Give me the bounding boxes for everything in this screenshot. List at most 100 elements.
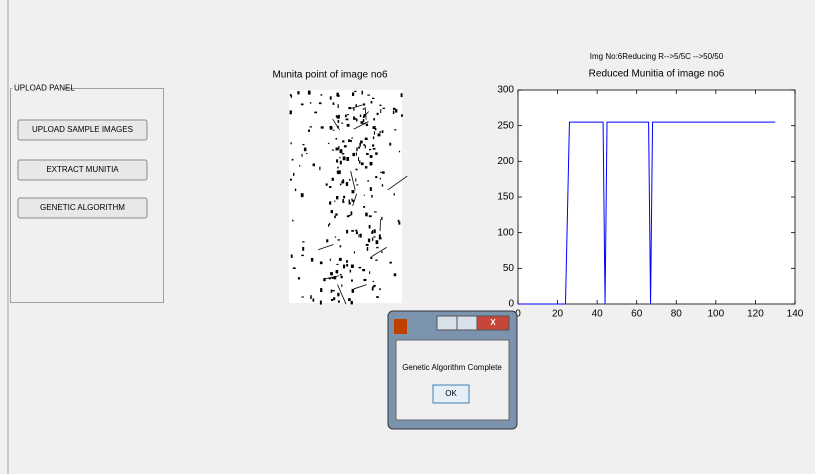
image-dot <box>354 251 355 253</box>
image-dot <box>363 103 365 105</box>
image-dot <box>330 126 333 129</box>
image-dot <box>363 120 364 122</box>
image-dot <box>333 130 335 131</box>
image-dot <box>330 259 331 261</box>
image-dot <box>358 157 359 161</box>
image-dot <box>332 277 335 278</box>
image-dot <box>308 130 310 132</box>
image-dot <box>373 127 375 128</box>
image-dot <box>359 160 360 163</box>
image-dot <box>338 120 340 123</box>
image-dot <box>329 201 331 204</box>
y-tick-label: 150 <box>497 192 514 203</box>
image-dot <box>321 94 323 95</box>
image-dot <box>313 299 315 302</box>
image-dot <box>352 153 355 156</box>
page: {"upload_panel": {"title": "UPLOAD PANEL… <box>0 0 815 474</box>
image-dot <box>364 279 367 281</box>
image-dot <box>313 164 315 167</box>
image-dot <box>348 139 350 141</box>
y-tick-label: 0 <box>508 299 514 310</box>
image-dot <box>334 201 335 202</box>
image-dot <box>369 271 370 274</box>
image-dot <box>380 105 382 106</box>
image-dot <box>343 156 346 160</box>
image-dot <box>358 147 360 149</box>
image-dot <box>326 183 328 185</box>
image-dot <box>308 91 311 95</box>
image-dot <box>389 143 391 146</box>
x-tick-label: 40 <box>592 309 604 320</box>
dialog: X Genetic Algorithm Complete OK <box>388 311 517 429</box>
image-dot <box>372 287 374 290</box>
x-tick-label: 60 <box>631 309 643 320</box>
image-dot <box>346 182 348 186</box>
image-dot <box>376 240 379 244</box>
image-dot <box>310 102 311 103</box>
image-title: Munita point of image no6 <box>272 70 388 81</box>
image-dot <box>336 115 337 117</box>
image-dot <box>334 216 336 219</box>
image-dot <box>320 288 322 292</box>
image-dot <box>382 130 384 133</box>
image-dot <box>336 196 338 199</box>
image-dot <box>301 104 304 106</box>
image-dot <box>351 265 354 268</box>
image-dot <box>329 186 331 188</box>
minimize-button[interactable] <box>437 316 457 330</box>
image-dot <box>393 111 394 114</box>
image-dot <box>376 296 379 298</box>
image-dot <box>375 260 377 261</box>
image-dot <box>306 153 307 154</box>
image-dot <box>356 153 357 156</box>
image-dot <box>367 95 370 96</box>
image-dot <box>370 187 372 191</box>
image-dot <box>378 133 381 136</box>
image-dot <box>310 295 311 299</box>
x-tick-label: 20 <box>552 309 564 320</box>
image-dot <box>373 285 375 286</box>
image-dot <box>319 167 320 171</box>
image-dot <box>342 140 344 142</box>
image-dot <box>336 270 339 273</box>
image-dot <box>366 244 369 246</box>
image-dot <box>340 245 342 247</box>
chart: Img No:6Reducing R-->5/5C -->50/50Reduce… <box>497 52 803 320</box>
image-dot <box>291 255 293 258</box>
image-dot <box>302 247 304 251</box>
image-dot <box>338 104 339 108</box>
chart-title: Reduced Munitia of image no6 <box>589 69 725 80</box>
image-dot <box>356 147 357 151</box>
image-dot <box>380 109 381 113</box>
image-dot <box>375 176 377 178</box>
image-dot <box>333 297 335 300</box>
image-dot <box>332 150 334 151</box>
image-dot <box>389 262 392 264</box>
image-dot <box>337 95 340 97</box>
ok-label: OK <box>445 389 457 398</box>
image-dot <box>304 148 307 152</box>
image-dot <box>333 102 335 105</box>
image-dot <box>338 301 340 303</box>
image-dot <box>381 217 382 220</box>
image-dot <box>393 108 396 110</box>
maximize-button[interactable] <box>457 316 477 330</box>
image-dot <box>359 267 362 268</box>
image-dot <box>346 260 348 263</box>
image-dot <box>351 138 353 139</box>
image-dot <box>365 166 367 168</box>
image-dot <box>374 229 376 233</box>
image-dot <box>353 108 354 110</box>
x-tick-label: 120 <box>747 309 764 320</box>
image-dot <box>290 110 292 114</box>
image-dot <box>350 270 352 273</box>
image-dot <box>352 93 354 96</box>
image-dot <box>311 258 313 262</box>
image-dot <box>342 153 345 154</box>
image-dot <box>399 151 400 152</box>
image-dot <box>355 178 356 181</box>
image-dot <box>372 144 374 146</box>
minutiae-image <box>289 90 402 303</box>
image-dot <box>349 179 350 181</box>
image-dot <box>373 286 376 287</box>
